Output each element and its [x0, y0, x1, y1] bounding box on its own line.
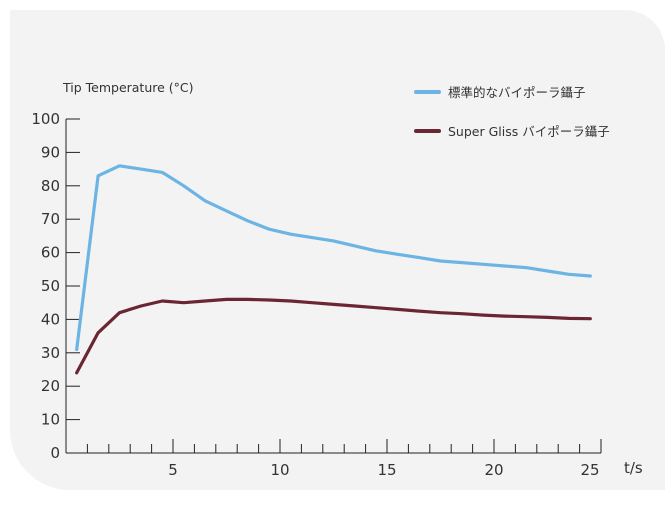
x-tick-label: 15 [377, 461, 396, 479]
y-tick-label: 40 [41, 310, 60, 328]
y-tick-label: 10 [41, 411, 60, 429]
x-tick-label: 25 [580, 461, 599, 479]
y-tick-label: 100 [31, 110, 60, 128]
legend: 標準的なバイポーラ鑷子 Super Gliss バイポーラ鑷子 [414, 85, 610, 139]
series-layer [75, 164, 592, 375]
x-axis-title: t/s [624, 459, 643, 477]
chart-card [10, 10, 665, 490]
y-tick-label: 20 [41, 377, 60, 395]
y-tick-label: 0 [50, 444, 60, 462]
y-tick-label: 30 [41, 344, 60, 362]
y-tick-label: 60 [41, 244, 60, 262]
y-axis-title: Tip Temperature (°C) [62, 80, 194, 95]
x-tick-label: 20 [484, 461, 503, 479]
x-tick-label: 5 [168, 461, 178, 479]
y-tick-label: 90 [41, 143, 60, 161]
axes: 0 10 20 30 40 50 60 70 80 90 100 5 10 15 20 25 [31, 110, 602, 479]
y-tick-label: 50 [41, 277, 60, 295]
series-line-2 [75, 297, 592, 375]
y-tick-label: 80 [41, 177, 60, 195]
legend-label-1: 標準的なバイポーラ鑷子 [448, 85, 586, 100]
series-line-1 [75, 164, 592, 352]
x-tick-label: 10 [270, 461, 289, 479]
y-tick-label: 70 [41, 210, 60, 228]
legend-label-2: Super Gliss バイポーラ鑷子 [448, 124, 610, 139]
